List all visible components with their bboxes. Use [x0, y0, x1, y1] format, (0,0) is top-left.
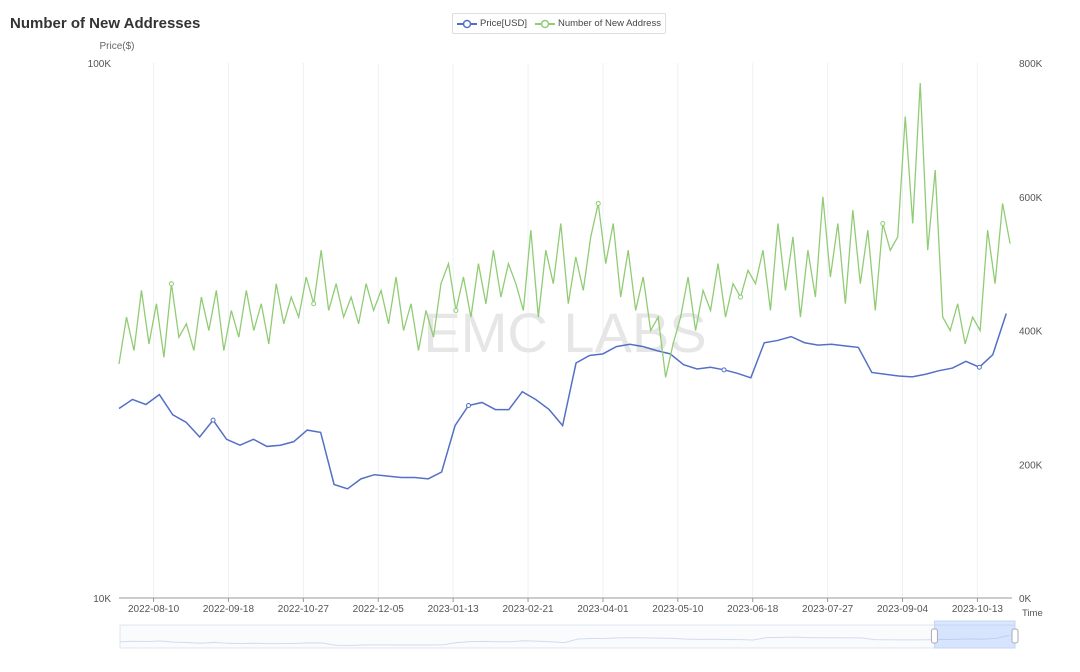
new-address-point[interactable] — [311, 301, 317, 307]
new-address-point[interactable] — [168, 281, 174, 287]
new-address-point[interactable] — [595, 200, 601, 206]
new-address-point[interactable] — [453, 307, 459, 313]
x-tick-label: 2023-02-21 — [502, 604, 554, 615]
x-tick-label: 2023-06-18 — [727, 604, 779, 615]
datazoom-preview-line — [119, 634, 1010, 646]
x-tick-label: 2022-08-10 — [128, 604, 180, 615]
legend-item-price[interactable]: Price[USD] — [457, 18, 527, 29]
y-left-axis-name: Price($) — [99, 41, 134, 52]
legend-line-circle-icon — [457, 19, 477, 28]
x-tick-label: 2023-10-13 — [952, 604, 1004, 615]
x-tick-label: 2023-09-04 — [877, 604, 929, 615]
new-address-point[interactable] — [738, 294, 744, 300]
new-address-point[interactable] — [880, 221, 886, 226]
x-tick-label: 2023-05-10 — [652, 604, 704, 615]
x-tick-label: 2023-07-27 — [802, 604, 854, 615]
price-point[interactable] — [721, 367, 727, 373]
y-right-tick-label: 0K — [1019, 594, 1032, 605]
y-right-tick-label: 200K — [1019, 460, 1043, 471]
x-tick-label: 2023-01-13 — [428, 604, 480, 615]
y-right-tick-label: 400K — [1019, 327, 1043, 338]
price-point[interactable] — [466, 402, 472, 408]
legend-line-circle-icon — [534, 19, 555, 28]
x-tick-label: 2022-09-18 — [203, 604, 255, 615]
legend-item-new-address[interactable]: Number of New Address — [534, 18, 661, 29]
datazoom-track[interactable] — [119, 624, 1016, 649]
x-tick-label: 2022-10-27 — [278, 604, 330, 615]
price-point[interactable] — [210, 417, 216, 423]
y-left-tick-label: 10K — [93, 594, 111, 605]
x-tick-label: 2022-12-05 — [353, 604, 405, 615]
x-tick-label: 2023-04-01 — [577, 604, 629, 615]
datazoom-handle-left[interactable] — [930, 628, 938, 644]
watermark: EMC LABS — [423, 301, 706, 364]
new-address-series-line — [118, 83, 1011, 378]
legend-label: Price[USD] — [480, 18, 527, 29]
price-series-line — [118, 313, 1007, 490]
x-axis-name: Time — [1022, 608, 1043, 619]
legend: Price[USD] Number of New Address — [452, 13, 666, 34]
datazoom-handle-right[interactable] — [1011, 628, 1019, 644]
legend-label: Number of New Address — [557, 18, 661, 29]
y-right-tick-label: 800K — [1019, 59, 1043, 70]
chart-title: Number of New Addresses — [10, 15, 201, 32]
y-left-tick-label: 100K — [88, 59, 112, 70]
price-point[interactable] — [976, 364, 982, 370]
datazoom-window[interactable] — [933, 620, 1016, 649]
y-right-tick-label: 600K — [1019, 193, 1043, 204]
